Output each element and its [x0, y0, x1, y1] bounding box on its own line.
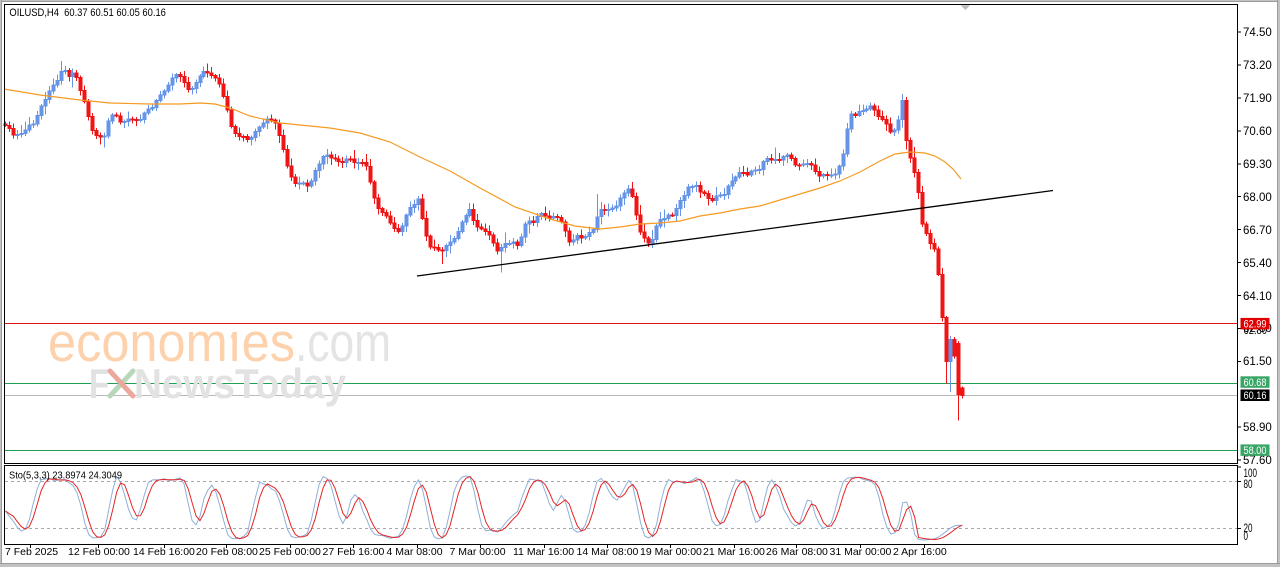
- svg-text:57.60: 57.60: [1243, 455, 1272, 467]
- svg-text:70.60: 70.60: [1243, 126, 1272, 138]
- svg-text:68.00: 68.00: [1243, 192, 1272, 204]
- svg-text:11 Mar 16:00: 11 Mar 16:00: [513, 546, 574, 558]
- svg-text:58.90: 58.90: [1243, 422, 1272, 434]
- svg-text:73.20: 73.20: [1243, 60, 1272, 72]
- svg-text:69.30: 69.30: [1243, 159, 1272, 171]
- svg-text:2 Apr 16:00: 2 Apr 16:00: [893, 546, 947, 558]
- svg-text:.com: .com: [295, 311, 391, 373]
- svg-text:NewsToday: NewsToday: [134, 360, 347, 407]
- svg-text:100: 100: [1244, 468, 1258, 480]
- svg-text:61.50: 61.50: [1243, 356, 1272, 368]
- svg-text:74.50: 74.50: [1243, 27, 1272, 39]
- svg-text:Sto(5,3,3) 23.8974 24.3049: Sto(5,3,3) 23.8974 24.3049: [9, 470, 122, 481]
- svg-text:21 Mar 16:00: 21 Mar 16:00: [703, 546, 765, 558]
- svg-text:65.40: 65.40: [1243, 258, 1272, 270]
- svg-text:80: 80: [1244, 479, 1253, 491]
- svg-text:27 Feb 16:00: 27 Feb 16:00: [323, 546, 385, 558]
- svg-text:20 Feb 08:00: 20 Feb 08:00: [196, 546, 258, 558]
- svg-text:25 Feb 00:00: 25 Feb 00:00: [259, 546, 321, 558]
- svg-text:7 Mar 00:00: 7 Mar 00:00: [450, 546, 506, 558]
- svg-text:26 Mar 08:00: 26 Mar 08:00: [766, 546, 828, 558]
- svg-text:19 Mar 00:00: 19 Mar 00:00: [640, 546, 702, 558]
- svg-text:64.10: 64.10: [1243, 291, 1272, 303]
- svg-text:OILUSD,H4 60.37 60.51 60.05 6: OILUSD,H4 60.37 60.51 60.05 60.16: [9, 7, 166, 19]
- svg-text:7 Feb 2025: 7 Feb 2025: [5, 546, 58, 558]
- svg-text:14 Mar 08:00: 14 Mar 08:00: [577, 546, 639, 558]
- svg-text:4 Mar 08:00: 4 Mar 08:00: [387, 546, 443, 558]
- svg-text:12 Feb 00:00: 12 Feb 00:00: [68, 546, 130, 558]
- svg-text:58.00: 58.00: [1244, 445, 1267, 457]
- svg-text:62.99: 62.99: [1244, 318, 1267, 330]
- svg-text:31 Mar 00:00: 31 Mar 00:00: [830, 546, 892, 558]
- svg-text:14 Feb 16:00: 14 Feb 16:00: [133, 546, 195, 558]
- svg-text:66.70: 66.70: [1243, 225, 1272, 237]
- svg-text:F: F: [89, 360, 109, 407]
- svg-text:60.16: 60.16: [1244, 390, 1267, 402]
- svg-text:economıes: economıes: [48, 311, 295, 373]
- svg-text:0: 0: [1244, 531, 1249, 543]
- svg-text:20: 20: [1244, 523, 1253, 535]
- svg-text:60.68: 60.68: [1244, 377, 1267, 389]
- svg-text:71.90: 71.90: [1243, 93, 1272, 105]
